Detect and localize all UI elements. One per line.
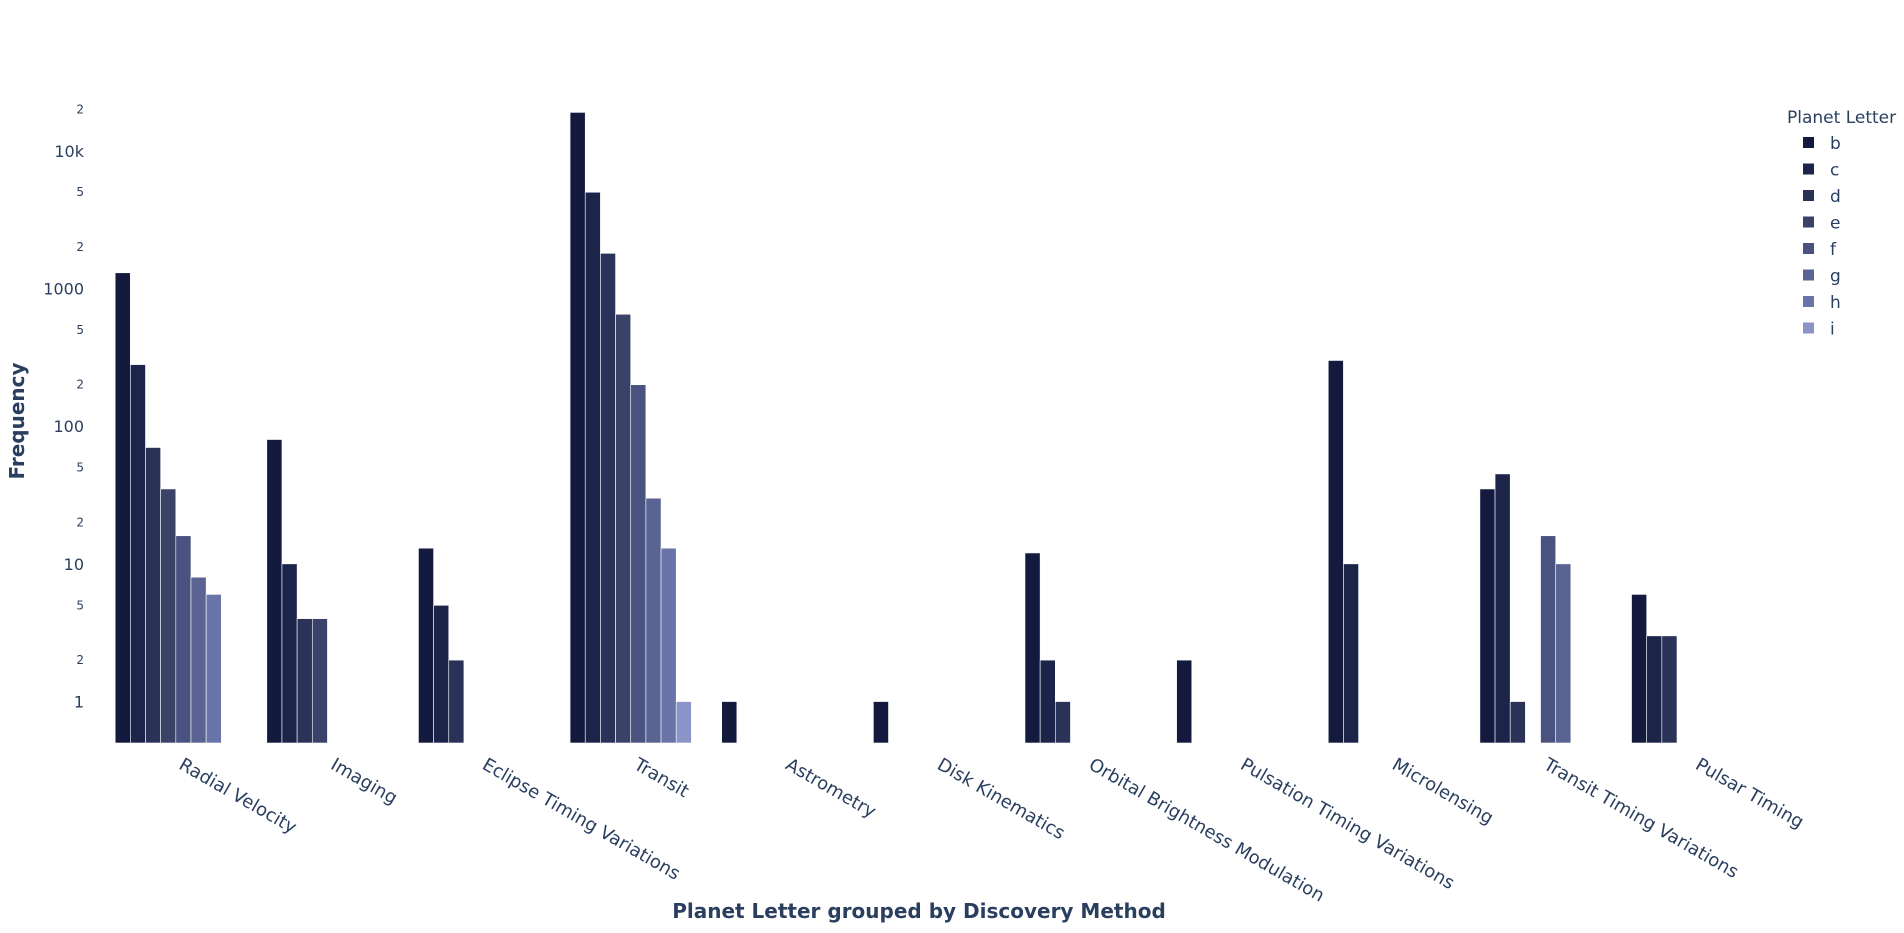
y-tick-label: 100: [53, 417, 84, 436]
legend-label: g: [1830, 267, 1841, 287]
x-tick-label: Radial Velocity: [175, 754, 300, 838]
bar-d-1: [296, 618, 313, 744]
y-tick-label: 10: [64, 555, 84, 574]
bar-c-10: [1646, 635, 1663, 744]
x-tick-label: Orbital Brightness Modulation: [1085, 754, 1328, 906]
bar-f-3: [630, 384, 647, 744]
legend-label: c: [1830, 161, 1839, 181]
bar-f-0: [175, 535, 192, 744]
x-axis: Radial Velocity Imaging Eclipse Timing Var…: [175, 754, 1807, 907]
bar-b-0: [114, 272, 131, 744]
bar-c-1: [281, 563, 298, 744]
legend-title: Planet Letter: [1787, 108, 1896, 128]
bar-b-9: [1479, 488, 1496, 744]
bar-c-0: [130, 364, 146, 744]
legend-swatch-f: [1803, 243, 1814, 254]
bar-g-0: [190, 576, 207, 744]
bar-b-10: [1631, 594, 1647, 744]
y-minor-tick-label: 2: [76, 240, 84, 254]
bar-c-9: [1494, 473, 1511, 744]
x-tick-label: Imaging: [327, 754, 401, 809]
bar-e-1: [311, 618, 328, 744]
legend-swatch-i: [1803, 322, 1814, 334]
bar-c-6: [1039, 659, 1056, 744]
legend-swatch-h: [1803, 296, 1814, 307]
bar-c-8: [1343, 563, 1359, 744]
legend-label: b: [1830, 134, 1841, 154]
y-minor-tick-label: 5: [76, 461, 84, 475]
y-tick-label: 10k: [54, 142, 84, 161]
legend-label: h: [1830, 293, 1841, 313]
bar-d-6: [1055, 701, 1071, 744]
x-tick-label: Microlensing: [1388, 754, 1496, 829]
y-minor-tick-label: 2: [76, 378, 84, 392]
legend-label: e: [1830, 214, 1840, 234]
legend-swatch-e: [1803, 216, 1814, 228]
x-axis-title: Planet Letter grouped by Discovery Metho…: [672, 899, 1166, 923]
y-axis: 1 10 100 1000 10k 2 5 2 5 2 5 2 5 2: [43, 102, 84, 711]
bar-d-0: [145, 447, 161, 744]
y-minor-tick-label: 2: [76, 515, 84, 529]
y-minor-tick-label: 2: [76, 102, 84, 116]
legend-swatch-d: [1803, 190, 1814, 201]
legend-swatch-g: [1803, 269, 1814, 281]
legend-label: f: [1830, 240, 1837, 260]
bar-d-10: [1661, 635, 1678, 744]
x-tick-label: Disk Kinematics: [934, 754, 1069, 844]
plot-area: [114, 112, 1678, 744]
bar-b-3: [569, 112, 586, 744]
legend-swatch-b: [1803, 137, 1814, 148]
y-tick-label: 1000: [43, 279, 84, 298]
legend-label: i: [1830, 320, 1835, 340]
bar-b-8: [1327, 360, 1344, 744]
x-tick-label: Astrometry: [782, 754, 880, 823]
bar-b-7: [1176, 659, 1193, 744]
bar-e-3: [615, 313, 632, 744]
y-minor-tick-label: 5: [76, 598, 84, 612]
y-minor-tick-label: 5: [76, 323, 84, 337]
y-minor-tick-label: 2: [76, 653, 84, 667]
x-tick-label: Transit: [629, 754, 692, 802]
bar-i-3: [675, 701, 692, 744]
y-axis-title: Frequency: [5, 362, 29, 479]
bar-c-2: [433, 605, 450, 744]
bar-d-2: [448, 659, 465, 744]
bar-b-2: [418, 547, 434, 744]
bar-b-1: [266, 439, 283, 744]
bar-g-9: [1555, 563, 1572, 744]
bar-f-9: [1540, 535, 1557, 744]
bar-b-5: [873, 701, 889, 744]
legend-label: d: [1830, 187, 1841, 207]
bar-c-3: [584, 191, 601, 744]
bar-b-4: [721, 701, 738, 744]
bar-d-3: [600, 253, 616, 744]
bar-b-6: [1024, 552, 1041, 744]
bar-g-3: [645, 497, 662, 744]
bar-e-0: [160, 488, 177, 744]
y-tick-label: 1: [74, 693, 84, 712]
x-tick-label: Pulsar Timing: [1692, 754, 1808, 833]
bar-d-9: [1509, 701, 1526, 744]
bar-h-0: [205, 594, 222, 744]
legend-swatch-c: [1803, 163, 1814, 175]
bar-h-3: [660, 547, 677, 744]
y-minor-tick-label: 5: [76, 185, 84, 199]
